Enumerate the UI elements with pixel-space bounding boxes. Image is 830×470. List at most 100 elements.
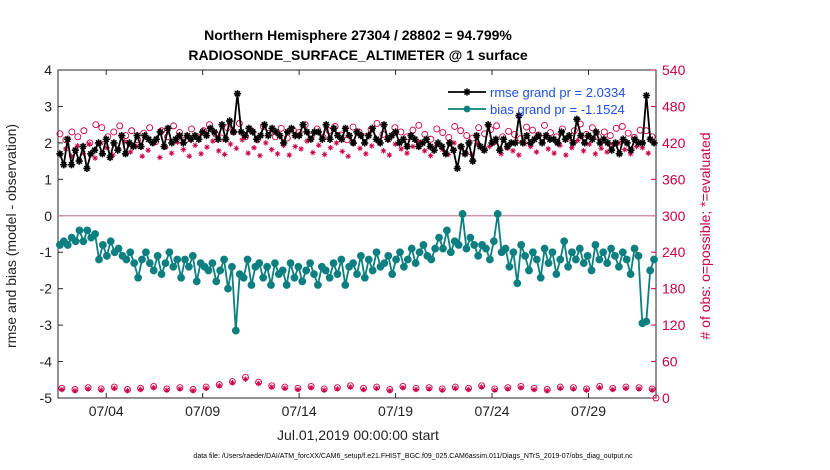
- bias-series-marker: [337, 255, 346, 264]
- rmse-series-marker: [233, 90, 241, 98]
- bias-series-marker: [544, 259, 553, 268]
- rmse-series-marker: [395, 139, 404, 147]
- bias-series-marker: [466, 233, 475, 242]
- evaluated-count-marker: [639, 144, 646, 151]
- y-left-tick-label: -1: [40, 244, 53, 260]
- bias-series-marker: [611, 251, 619, 260]
- rmse-series-marker: [581, 139, 589, 147]
- rmse-series-marker: [619, 135, 627, 143]
- bias-series-marker: [614, 262, 623, 271]
- bias-series-marker: [247, 281, 256, 289]
- rmse-series-marker: [121, 150, 130, 158]
- bias-series-marker: [642, 317, 651, 326]
- rmse-series-marker: [380, 121, 388, 129]
- bias-series-marker: [513, 279, 522, 288]
- bias-series-marker: [458, 210, 467, 218]
- bias-series-marker: [282, 281, 291, 289]
- bias-series-marker: [548, 248, 557, 257]
- rmse-series-marker: [372, 135, 380, 143]
- evaluated-count-marker: [510, 147, 516, 154]
- bias-series-marker: [329, 259, 338, 268]
- bias-series-marker: [169, 262, 178, 271]
- bias-series-marker: [622, 255, 631, 264]
- bias-series-marker: [400, 262, 408, 271]
- evaluated-count-marker: [427, 152, 434, 159]
- evaluated-count-marker-low: [452, 385, 459, 392]
- bias-series-marker: [102, 251, 111, 260]
- evaluated-count-marker: [292, 143, 299, 150]
- rmse-series-marker: [60, 161, 68, 169]
- evaluated-count-marker-low: [124, 387, 131, 394]
- bias-series-marker: [149, 266, 158, 275]
- evaluated-count-marker-low: [636, 386, 642, 392]
- bias-series-marker: [267, 281, 275, 289]
- bias-series-marker: [157, 270, 166, 278]
- bias-series-marker: [595, 255, 604, 264]
- evaluated-count-marker: [251, 144, 257, 151]
- possible-count-marker: [415, 121, 423, 129]
- evaluated-count-marker-low: [321, 387, 328, 393]
- rmse-series-marker: [353, 128, 361, 136]
- evaluated-count-marker-low: [426, 386, 432, 392]
- rmse-series-marker: [361, 139, 369, 147]
- possible-count-marker-end: [652, 394, 660, 402]
- bias-series-marker: [114, 244, 123, 253]
- bias-series-marker: [130, 259, 139, 268]
- bias-series-marker: [540, 244, 549, 253]
- rmse-series-marker: [638, 139, 647, 147]
- possible-count-marker: [529, 126, 536, 134]
- evaluated-count-marker-low: [98, 387, 105, 393]
- bias-series-marker: [415, 248, 424, 257]
- rmse-series-marker: [608, 146, 616, 154]
- evaluated-count-marker-low: [623, 385, 629, 392]
- bias-series-marker: [286, 259, 295, 268]
- y-left-tick-label: -2: [40, 281, 53, 297]
- rmse-series-marker: [129, 142, 137, 151]
- evaluated-count-marker-low: [649, 387, 655, 393]
- bias-series-marker: [71, 237, 80, 246]
- bias-series-marker: [228, 262, 236, 271]
- rmse-series-marker: [650, 139, 658, 147]
- rmse-series-marker: [245, 124, 253, 132]
- bias-series-marker: [486, 255, 494, 264]
- evaluated-count-marker: [392, 141, 399, 147]
- possible-count-marker: [74, 133, 82, 141]
- legend-bias-marker: [463, 105, 471, 113]
- y-right-tick-label: 360: [662, 171, 686, 187]
- possible-count-marker: [92, 121, 100, 129]
- possible-count-marker: [373, 120, 381, 127]
- bias-series-marker: [325, 273, 334, 282]
- evaluated-count-marker-low: [347, 384, 354, 390]
- rmse-series-marker: [465, 139, 473, 147]
- rmse-series-marker: [337, 135, 346, 143]
- rmse-series-marker: [237, 128, 245, 136]
- bias-series-marker: [298, 277, 307, 286]
- rmse-series-marker: [87, 150, 95, 158]
- rmse-series-marker: [98, 150, 106, 158]
- bias-series-marker: [134, 273, 143, 282]
- evaluated-count-marker-low: [465, 386, 472, 393]
- rmse-series-marker: [357, 132, 365, 140]
- bias-series-marker: [263, 262, 271, 271]
- bias-series-marker: [650, 255, 658, 264]
- x-tick-label: 07/04: [89, 403, 124, 419]
- evaluated-count-marker: [339, 148, 346, 155]
- rmse-series-marker: [511, 139, 519, 147]
- rmse-series-marker: [152, 135, 160, 143]
- rmse-series-marker: [125, 139, 133, 147]
- rmse-series-marker: [79, 142, 87, 151]
- evaluated-count-marker: [286, 152, 293, 158]
- evaluated-count-marker: [204, 144, 210, 150]
- evaluated-count-marker-low: [596, 384, 603, 391]
- rmse-series-marker: [318, 135, 326, 143]
- rmse-series-marker: [94, 139, 103, 147]
- possible-count-marker: [56, 130, 64, 138]
- evaluated-count-marker: [421, 147, 428, 154]
- rmse-series-marker: [272, 128, 280, 136]
- rmse-series-marker: [172, 135, 180, 143]
- evaluated-count-marker: [274, 151, 281, 157]
- possible-count-marker: [511, 130, 519, 138]
- rmse-series-marker: [457, 142, 465, 151]
- rmse-series-marker: [500, 135, 508, 143]
- bias-series-marker: [138, 255, 146, 264]
